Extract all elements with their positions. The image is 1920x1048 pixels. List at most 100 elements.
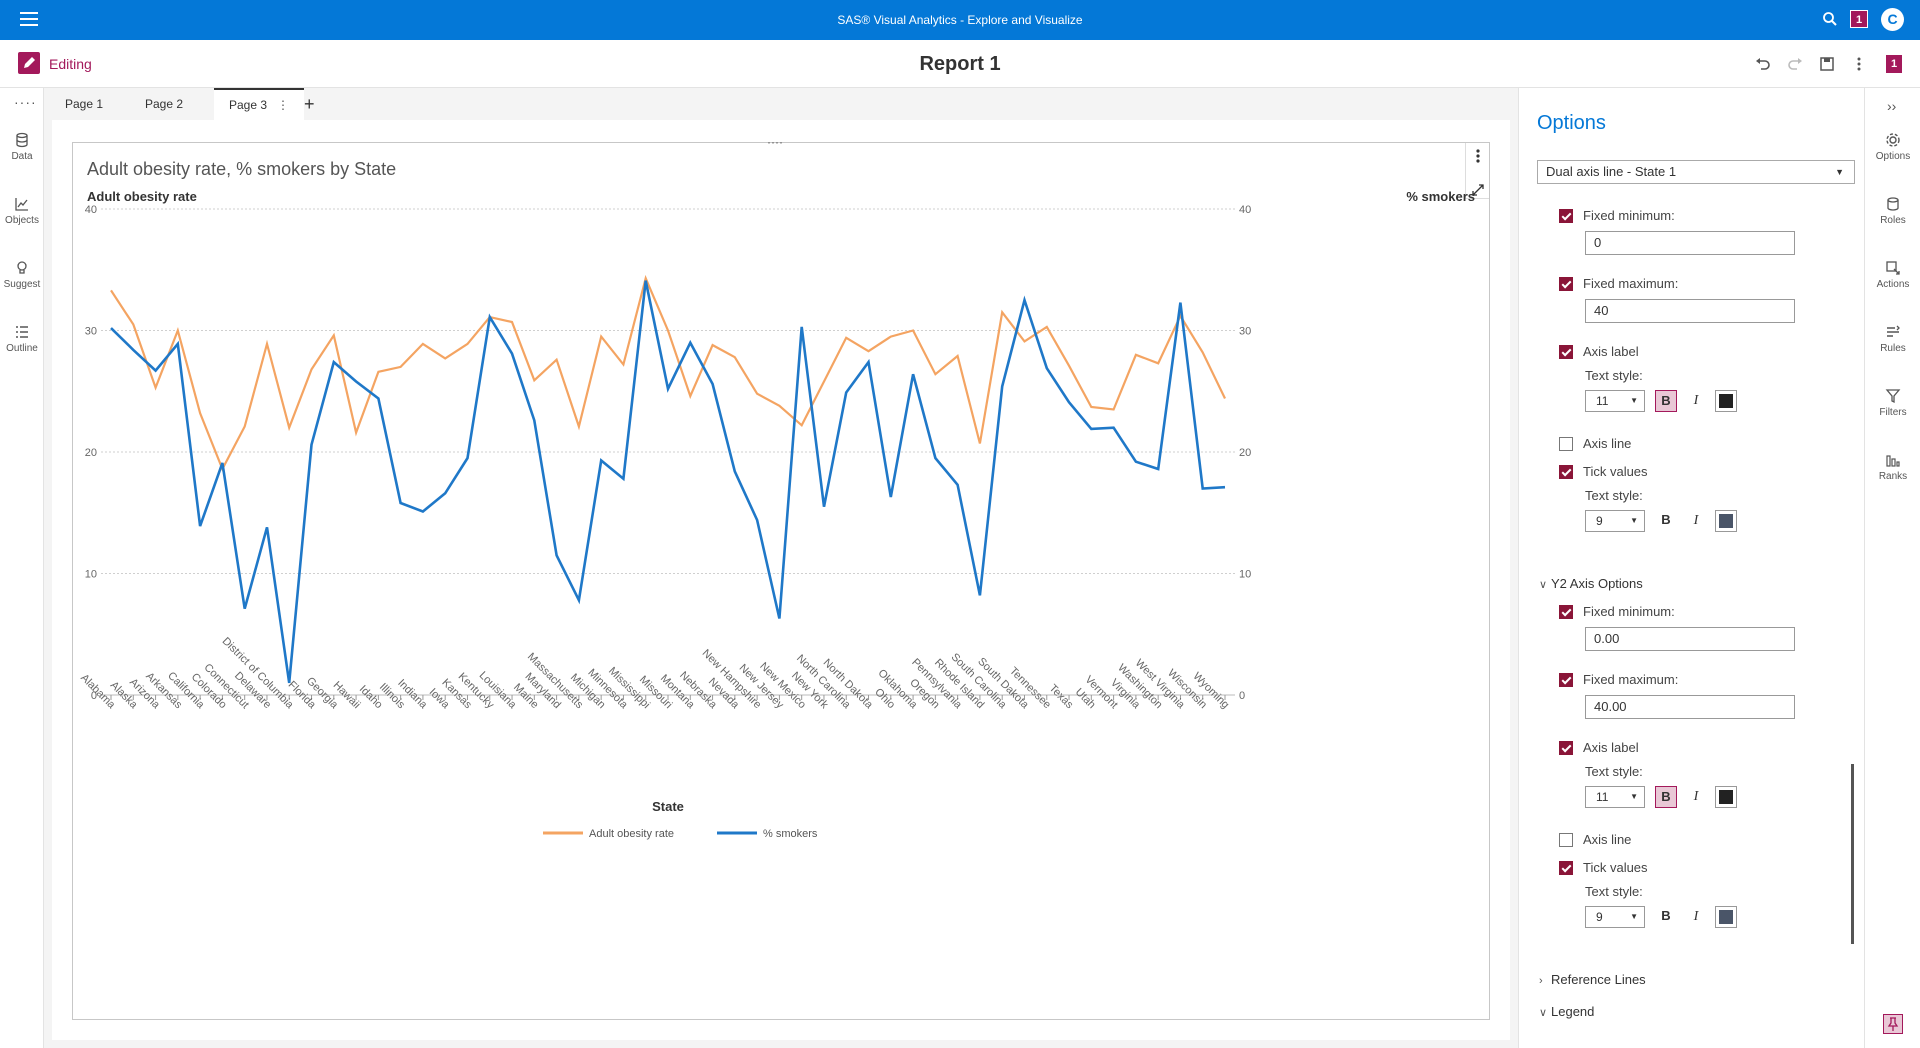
size-value: 9 [1596, 910, 1603, 924]
nav-suggest-label: Suggest [3, 279, 41, 290]
italic-button[interactable]: I [1693, 513, 1699, 528]
rail-actions[interactable]: Actions [1865, 260, 1920, 310]
undo-icon[interactable] [1754, 55, 1772, 73]
edit-mode-label[interactable]: Editing [49, 56, 92, 72]
y2-axis-label-label: Axis label [1583, 740, 1639, 755]
add-page-button[interactable]: + [304, 94, 315, 114]
text-style-label: Text style: [1585, 764, 1643, 779]
y1-tick-values-label: Tick values [1583, 464, 1648, 479]
tab-menu-icon[interactable]: ⋮ [277, 98, 290, 112]
chart-icon [15, 198, 28, 211]
italic-button[interactable]: I [1693, 789, 1699, 804]
list-icon [16, 326, 28, 338]
text-color-button[interactable] [1715, 906, 1737, 928]
text-color-button[interactable] [1715, 786, 1737, 808]
y1-tick-size-select[interactable]: 9 ▼ [1585, 510, 1645, 532]
y2-axis-options-section[interactable]: ∨ Y2 Axis Options [1539, 576, 1643, 591]
y1-tick-values-checkbox[interactable] [1559, 465, 1573, 479]
y1-fixed-max-input[interactable]: 40 [1585, 299, 1795, 323]
y2-fixed-max-input[interactable]: 40.00 [1585, 695, 1795, 719]
text-color-button[interactable] [1715, 510, 1737, 532]
y2-tick-label: 40 [1239, 204, 1251, 216]
y2-tick-label: 20 [1239, 447, 1251, 459]
x-tick-label: Texas [1047, 682, 1076, 711]
x-axis-title: State [652, 799, 684, 814]
rail-ranks[interactable]: Ranks [1865, 452, 1920, 502]
redo-icon[interactable] [1786, 55, 1804, 73]
y2-tick-label: 0 [1239, 690, 1245, 702]
app-header: SAS® Visual Analytics - Explore and Visu… [0, 0, 1920, 40]
y2-axis-line-checkbox[interactable] [1559, 833, 1573, 847]
bold-button[interactable]: B [1661, 512, 1671, 527]
avatar[interactable]: C [1881, 8, 1904, 31]
y2-tick-size-select[interactable]: 9 ▼ [1585, 906, 1645, 928]
y1-label-size-select[interactable]: 11 ▼ [1585, 390, 1645, 412]
y1-axis-line-checkbox[interactable] [1559, 437, 1573, 451]
y2-tick-values-checkbox[interactable] [1559, 861, 1573, 875]
object-select[interactable]: Dual axis line - State 1 ▼ [1537, 160, 1855, 184]
bold-button[interactable]: B [1655, 390, 1677, 412]
actions-icon [1886, 261, 1900, 275]
report-canvas: ···· Adult obesity rate, % smokers by St… [52, 120, 1510, 1040]
left-sidebar: ···· Data Objects Suggest Outline [0, 88, 44, 1048]
more-options-icon[interactable] [1850, 55, 1868, 73]
panel-scrollbar[interactable] [1851, 764, 1854, 944]
legend-section[interactable]: ∨ Legend [1539, 1004, 1594, 1019]
database-icon [16, 132, 28, 148]
text-color-button[interactable] [1715, 390, 1737, 412]
nav-objects-label: Objects [5, 215, 39, 226]
italic-button[interactable]: I [1693, 909, 1699, 924]
rail-roles[interactable]: Roles [1865, 196, 1920, 246]
maximize-icon[interactable] [1466, 176, 1490, 202]
nav-data[interactable]: Data [0, 132, 44, 182]
chevron-right-icon: › [1539, 975, 1543, 987]
menu-icon[interactable] [20, 12, 38, 28]
tab-page-1[interactable]: Page 1 [50, 88, 118, 120]
collapse-panel-icon[interactable]: ›› [1887, 98, 1897, 114]
more-dots-icon[interactable]: ···· [14, 94, 37, 110]
rules-icon [1887, 325, 1900, 337]
dual-axis-line-chart[interactable]: ···· Adult obesity rate, % smokers by St… [72, 135, 1490, 1020]
y-tick-label: 10 [85, 569, 97, 581]
y2-label-size-select[interactable]: 11 ▼ [1585, 786, 1645, 808]
y2-fixed-min-input[interactable]: 0.00 [1585, 627, 1795, 651]
search-icon[interactable] [1822, 11, 1838, 27]
bold-button[interactable]: B [1661, 908, 1671, 923]
report-title: Report 1 [919, 53, 1001, 75]
save-icon[interactable] [1818, 55, 1836, 73]
reference-lines-section[interactable]: › Reference Lines [1539, 972, 1646, 987]
drag-handle-icon[interactable]: ···· [767, 135, 783, 149]
y2-fixed-max-checkbox[interactable] [1559, 673, 1573, 687]
tab-label: Page 1 [65, 97, 104, 111]
size-value: 11 [1596, 394, 1609, 408]
y-tick-label: 20 [85, 447, 97, 459]
report-badge[interactable]: 1 [1886, 55, 1902, 73]
tab-label: Page 3 [229, 98, 268, 112]
y1-fixed-max-checkbox[interactable] [1559, 277, 1573, 291]
rail-filters[interactable]: Filters [1865, 388, 1920, 438]
pin-icon[interactable] [1883, 1014, 1903, 1034]
nav-outline-label: Outline [6, 343, 38, 354]
bold-button[interactable]: B [1655, 786, 1677, 808]
y1-fixed-min-checkbox[interactable] [1559, 209, 1573, 223]
more-options-icon[interactable] [1466, 143, 1490, 171]
tab-page-2[interactable]: Page 2 [130, 88, 198, 120]
nav-objects[interactable]: Objects [0, 196, 44, 246]
notification-badge[interactable]: 1 [1850, 10, 1868, 28]
rail-rules[interactable]: Rules [1865, 324, 1920, 374]
page-tabs: Page 1 Page 2 Page 3 ⋮ + [50, 88, 1510, 120]
legend-label: % smokers [763, 828, 818, 840]
options-icon [1886, 133, 1900, 147]
nav-outline[interactable]: Outline [0, 324, 44, 374]
italic-button[interactable]: I [1693, 393, 1699, 408]
y1-fixed-min-input[interactable]: 0 [1585, 231, 1795, 255]
y2-fixed-min-checkbox[interactable] [1559, 605, 1573, 619]
y2-tick-label: 30 [1239, 326, 1251, 338]
nav-suggest[interactable]: Suggest [0, 260, 44, 310]
edit-mode-button[interactable] [18, 52, 40, 74]
tab-page-3[interactable]: Page 3 ⋮ [214, 88, 305, 120]
y2-axis-label-checkbox[interactable] [1559, 741, 1573, 755]
rail-options[interactable]: Options [1865, 132, 1920, 182]
series-line [110, 280, 1226, 684]
y1-axis-label-checkbox[interactable] [1559, 345, 1573, 359]
